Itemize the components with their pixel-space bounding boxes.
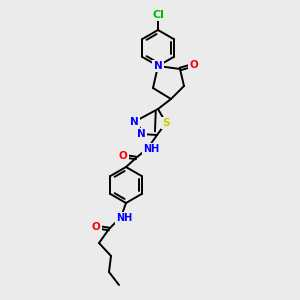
Text: O: O: [118, 151, 127, 161]
Text: NH: NH: [116, 213, 132, 223]
Text: Cl: Cl: [152, 10, 164, 20]
Text: O: O: [190, 60, 198, 70]
Text: S: S: [162, 118, 170, 128]
Text: NH: NH: [143, 144, 159, 154]
Text: O: O: [92, 222, 100, 232]
Text: N: N: [154, 61, 162, 71]
Text: N: N: [136, 129, 146, 139]
Text: N: N: [130, 117, 138, 127]
